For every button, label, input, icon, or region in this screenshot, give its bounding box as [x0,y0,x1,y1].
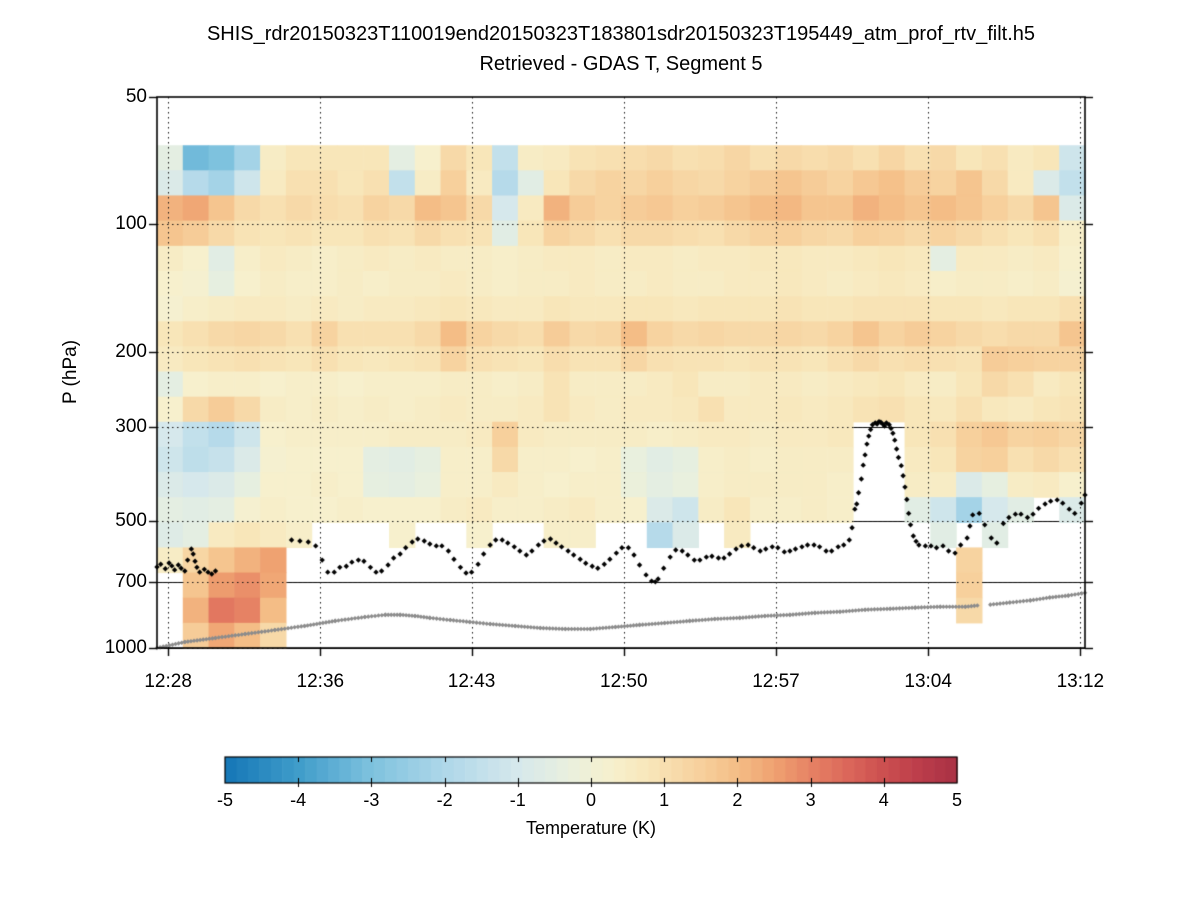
y-tick-label: 1000 [104,637,147,658]
y-tick-label: 100 [115,213,147,235]
y-tick-label: 700 [115,571,147,593]
colorbar-tick-label: -5 [216,790,233,810]
x-tick-label: 13:12 [1056,671,1105,692]
colorbar-tick-label: -3 [363,790,380,810]
colorbar-tick-label: 0 [585,790,596,810]
y-tick-label: 50 [125,86,147,107]
colorbar-tick-label: 5 [951,790,962,810]
y-tick-label: 500 [115,509,147,531]
x-tick-label: 12:28 [144,671,192,692]
colorbar-tick-label: -1 [509,790,526,810]
y-axis-label: P (hPa) [60,339,81,405]
colorbar-tick-label: 4 [878,790,889,810]
colorbar-tick-label: 1 [659,790,670,810]
colorbar-label: Temperature (K) [525,818,657,838]
y-tick-label: 300 [115,415,147,437]
colorbar-tick-label: -4 [290,790,307,810]
x-tick-label: 12:50 [600,671,648,692]
colorbar-tick-label: -2 [436,790,453,810]
x-tick-label: 12:57 [752,671,800,692]
colorbar-tick-label: 2 [732,790,743,810]
x-tick-label: 12:36 [296,671,345,692]
y-tick-label: 200 [115,340,147,362]
x-tick-label: 12:43 [447,671,496,692]
colorbar-tick-label: 3 [805,790,816,810]
x-tick-label: 13:04 [904,671,952,692]
